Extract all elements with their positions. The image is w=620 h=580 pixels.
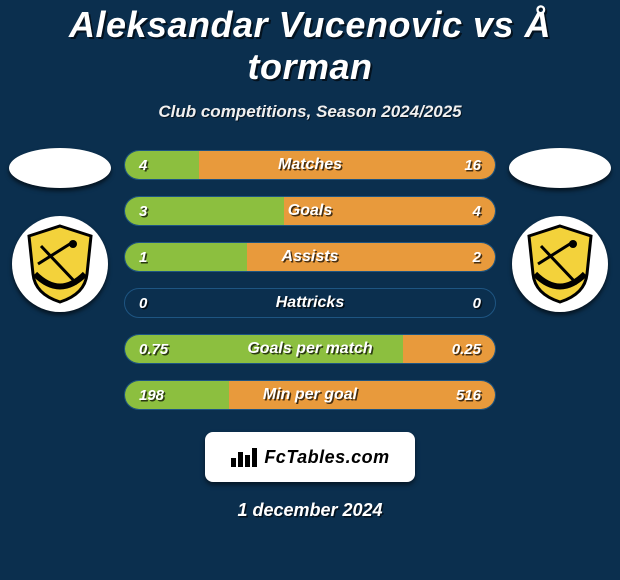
player-a-avatar — [9, 148, 111, 188]
subtitle: Club competitions, Season 2024/2025 — [0, 102, 620, 122]
stat-row: 0.750.25Goals per match — [124, 334, 496, 364]
page-title: Aleksandar Vucenovic vs Å torman — [0, 0, 620, 92]
player-b-avatar — [509, 148, 611, 188]
player-b-fill — [403, 335, 496, 363]
player-a-fill — [125, 381, 229, 409]
stat-row: 198516Min per goal — [124, 380, 496, 410]
stat-row: 416Matches — [124, 150, 496, 180]
shield-icon — [525, 224, 595, 304]
player-b-column — [508, 146, 612, 312]
brand-badge[interactable]: FcTables.com — [205, 432, 415, 482]
stat-bars: 416Matches 34Goals 12Assists 0 0Hattricks 0.7… — [112, 146, 508, 426]
player-b-fill — [284, 197, 495, 225]
brand-text: FcTables.com — [264, 447, 389, 468]
shield-icon — [25, 224, 95, 304]
player-a-column — [8, 146, 112, 312]
stat-row: 0 0Hattricks — [124, 288, 496, 318]
stat-row: 12Assists — [124, 242, 496, 272]
chart-icon — [230, 446, 258, 468]
player-a-fill — [125, 197, 284, 225]
player-a-fill — [125, 243, 247, 271]
stat-label: Hattricks — [125, 289, 495, 317]
player-b-value: 0 — [459, 289, 495, 317]
player-a-fill — [125, 335, 403, 363]
player-a-fill — [125, 151, 199, 179]
player-a-club-badge — [12, 216, 108, 312]
comparison-card: Aleksandar Vucenovic vs Å torman Club co… — [0, 0, 620, 521]
stat-row: 34Goals — [124, 196, 496, 226]
main-content: 416Matches 34Goals 12Assists 0 0Hattricks 0.7… — [0, 122, 620, 426]
player-b-fill — [229, 381, 495, 409]
date-text: 1 december 2024 — [0, 500, 620, 521]
player-a-value: 0 — [125, 289, 161, 317]
player-b-fill — [199, 151, 495, 179]
player-b-club-badge — [512, 216, 608, 312]
player-b-fill — [247, 243, 495, 271]
